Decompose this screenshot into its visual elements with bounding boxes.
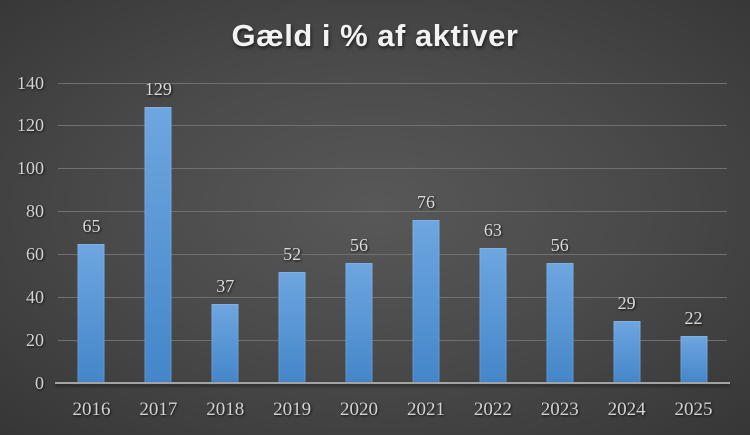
bar-value-label: 22 — [684, 307, 703, 328]
y-tick-label: 120 — [17, 115, 44, 136]
bar-cell: 56 — [326, 83, 393, 383]
bar-value-label: 37 — [216, 275, 235, 296]
bar-value-label: 76 — [416, 192, 435, 213]
x-tick-label: 2023 — [540, 399, 579, 420]
plot-area: 0 20 40 60 80 100 120 140 65 2016 129 2017 37 2018 52 2… — [17, 73, 730, 420]
x-tick-label: 2016 — [72, 399, 111, 420]
x-tick-label: 2019 — [273, 399, 312, 420]
y-tick-label: 100 — [17, 158, 44, 179]
y-tick-label: 20 — [26, 329, 44, 350]
bar-cell: 56 — [526, 83, 593, 383]
x-tick-label: 2025 — [674, 399, 713, 420]
bar-cell: 52 — [259, 83, 326, 383]
bar-cell: 76 — [393, 83, 460, 383]
bar-cell: 65 — [58, 83, 125, 383]
bar-value-label: 63 — [483, 220, 502, 240]
bar — [546, 263, 574, 383]
bar — [412, 220, 440, 383]
gridline — [58, 296, 727, 298]
gridline — [58, 125, 727, 127]
x-tick-label: 2018 — [206, 399, 245, 420]
bar — [345, 263, 373, 383]
x-tick-label: 2024 — [607, 399, 646, 420]
gridline — [58, 82, 727, 84]
bar-value-label: 52 — [283, 243, 302, 264]
gridline — [58, 339, 727, 341]
y-tick-label: 60 — [26, 243, 44, 264]
bar — [680, 335, 708, 383]
y-tick-label: 80 — [26, 201, 44, 222]
bar-cell: 63 — [459, 83, 526, 383]
y-tick-label: 140 — [17, 72, 44, 93]
y-tick-label: 0 — [35, 372, 44, 393]
bar-value-label: 129 — [144, 78, 172, 99]
bar — [479, 248, 507, 383]
bar-cell: 129 — [125, 79, 192, 383]
chart-title: Gæld i % af aktiver — [231, 18, 519, 53]
bar — [144, 106, 172, 383]
bar-cell: 29 — [593, 83, 660, 383]
bar — [211, 303, 239, 383]
bar-cell: 22 — [660, 83, 727, 383]
x-tick-label: 2022 — [473, 399, 512, 420]
gridline — [58, 253, 727, 255]
x-tick-label: 2017 — [139, 399, 178, 420]
x-tick-label: 2020 — [340, 399, 379, 420]
x-axis-line — [55, 382, 730, 384]
gridline — [58, 211, 727, 213]
bar — [77, 243, 105, 383]
y-tick-label: 40 — [26, 286, 44, 307]
bar — [613, 320, 641, 383]
bar-value-label: 56 — [550, 235, 569, 255]
bar-cell: 37 — [192, 83, 259, 383]
bar-value-label: 56 — [350, 235, 369, 255]
x-tick-label: 2021 — [406, 399, 445, 420]
bar — [278, 271, 306, 383]
bar-value-label: 65 — [82, 215, 101, 236]
bar-value-label: 29 — [617, 292, 636, 313]
gridline — [58, 168, 727, 170]
